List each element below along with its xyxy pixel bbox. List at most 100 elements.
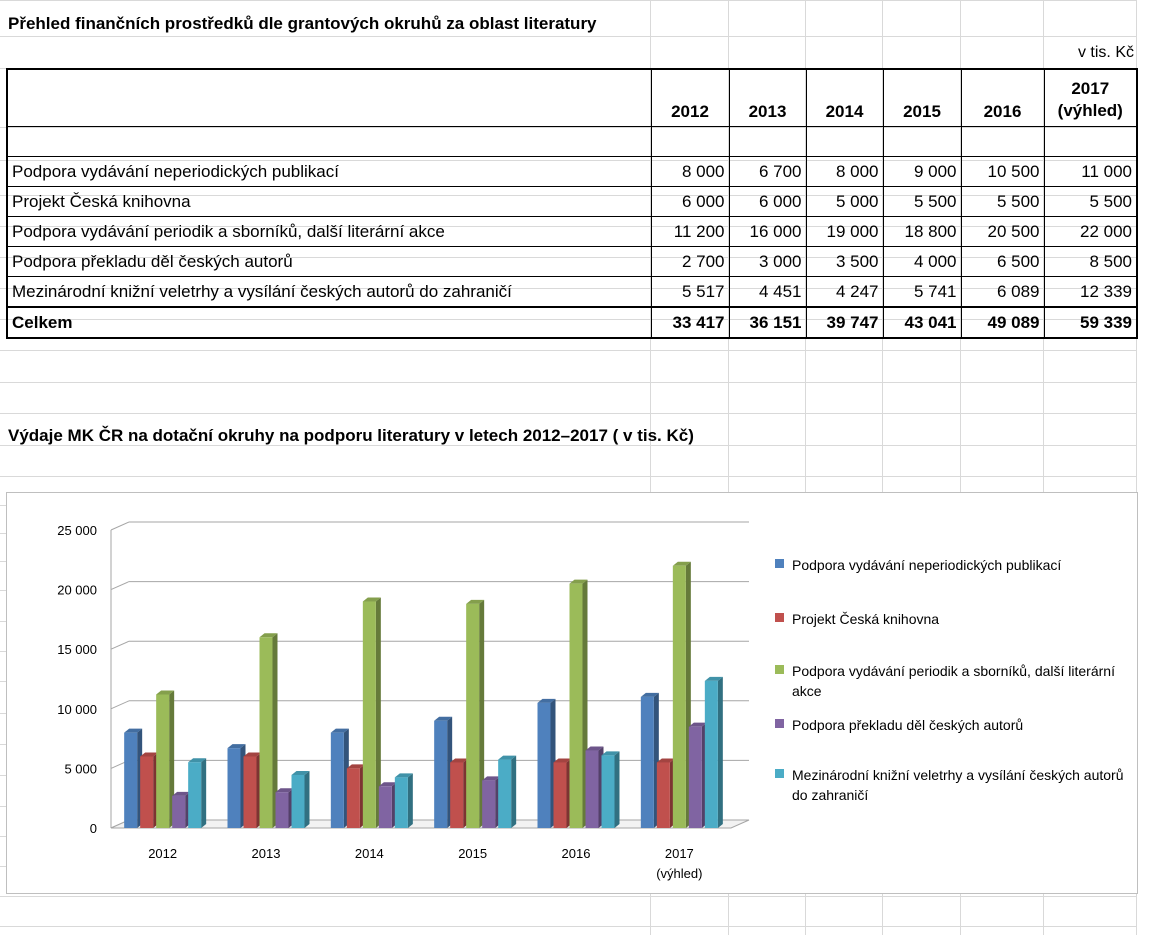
legend-item: Projekt Česká knihovna [775,609,1127,629]
value-cell: 4 451 [728,276,807,308]
value-cell: 8 000 [650,156,730,187]
bar [172,795,186,828]
y-tick-label: 0 [90,821,97,836]
value-cell: 4 000 [882,246,962,277]
bar-top [656,758,675,763]
y-tick-label: 5 000 [64,761,97,776]
value-cell: 8 500 [1043,246,1138,277]
bar-top [394,773,413,778]
bar [498,759,512,828]
row-label: Podpora překladu děl českých autorů [6,246,652,277]
bar-top [140,752,159,757]
legend-label: Podpora vydávání neperiodických publikac… [792,557,1062,573]
gridline [110,581,130,591]
bar [140,756,154,828]
grid-line [1136,0,1137,935]
header-cell [6,68,652,127]
x-tick-label: 2016 [562,846,591,861]
value-cell: 36 151 [728,306,807,339]
gridline [110,521,130,531]
bar [704,680,718,828]
value-cell: 39 747 [805,306,884,339]
bar [188,762,202,828]
grid-line [0,896,1136,897]
value-cell: 5 500 [882,186,962,217]
bar [227,748,241,828]
value-cell: 43 041 [882,306,962,339]
bar [362,601,376,828]
bar-side [407,773,413,828]
legend-item: Podpora překladu děl českých autorů [775,715,1127,735]
bar-side [169,690,175,828]
bar-top [156,690,175,695]
bar-top [537,698,556,703]
bar [346,768,360,828]
bar-top [172,791,191,796]
grid-line [960,0,961,935]
grid-line [0,382,1136,383]
bar [394,777,408,828]
bar [640,696,654,828]
bar-top [553,758,572,763]
value-cell: 49 089 [960,306,1045,339]
bar [585,750,599,828]
bar-top [259,633,278,638]
row-label: Projekt Česká knihovna [6,186,652,217]
bar-top [243,752,262,757]
bar-top [227,744,246,749]
value-cell: 11 000 [1043,156,1138,187]
legend-swatch [775,559,784,568]
grid-line [0,476,1136,477]
grid-line [0,350,1136,351]
bar [291,774,305,828]
unit-label: v tis. Kč [1077,44,1134,61]
bar-top [434,716,453,721]
table-row: Mezinárodní knižní veletrhy a vysílání č… [6,276,1138,308]
bar-top [688,722,707,727]
bar-side [304,770,310,828]
value-cell: 19 000 [805,216,884,247]
value-cell: 3 000 [728,246,807,277]
bar [124,732,138,828]
grid-line [0,926,1136,927]
bar [688,726,702,828]
value-cell: 18 800 [882,216,962,247]
bar-top [450,758,469,763]
bar-top [466,599,485,604]
bar-top [378,782,397,787]
chart-title: Výdaje MK ČR na dotační okruhy na podpor… [8,426,694,445]
value-cell: 6 700 [728,156,807,187]
grid-line [0,413,1136,414]
x-tick-label: (výhled) [656,866,702,881]
grid-line [805,0,806,935]
bar-top [569,579,588,584]
bar-top [585,746,604,751]
grid-line [0,36,1136,37]
legend-item: Podpora vydávání periodik a sborníků, da… [775,661,1127,701]
bar-top [640,692,659,697]
value-cell: 6 500 [960,246,1045,277]
x-tick-label: 2013 [252,846,281,861]
bar-top [124,728,143,733]
grid-line [0,0,1136,1]
bar-top [672,561,691,566]
bar-top [601,751,620,756]
legend-swatch [775,769,784,778]
funding-table: 2012 2013 2014 2015 2016 2017 (výhled) P… [6,68,1138,339]
value-cell: 5 000 [805,186,884,217]
table-row: Podpora vydávání periodik a sborníků, da… [6,216,1138,247]
y-tick-label: 15 000 [57,642,97,657]
bar-top [275,788,294,793]
row-label: Podpora vydávání neperiodických publikac… [6,156,652,187]
bar [275,792,289,828]
legend-label: Podpora překladu děl českých autorů [792,717,1024,733]
bar [672,565,686,828]
grid-line [882,0,883,935]
table-title: Přehled finančních prostředků dle granto… [8,14,597,33]
value-cell: 6 000 [650,186,730,217]
bar-side [614,751,620,828]
legend-label: Podpora vydávání periodik a sborníků, da… [792,663,1115,699]
bar-top [482,776,501,781]
grid-line [1043,0,1044,935]
legend-label: Projekt Česká knihovna [792,611,940,627]
